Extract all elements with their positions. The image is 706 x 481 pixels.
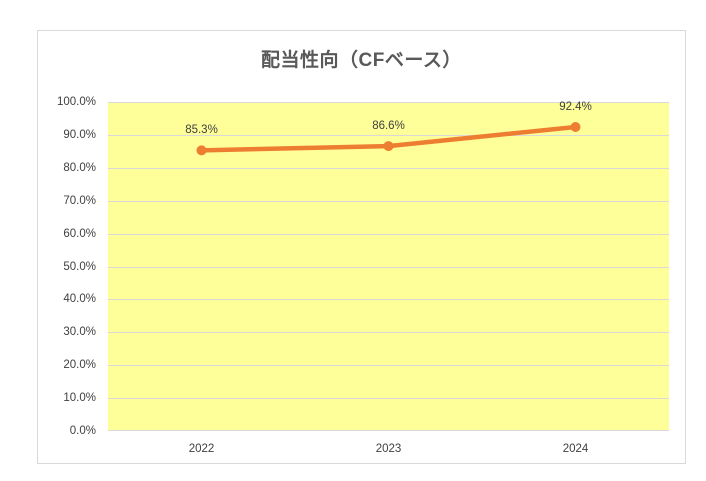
y-tick-label: 20.0% [63,359,96,372]
y-tick-label: 80.0% [63,161,96,174]
data-point-marker [570,122,581,133]
chart-container: 配当性向（CFベース） 0.0% 10.0% 20.0% 30.0% 40.0% 50.0… [37,30,686,464]
data-label: 92.4% [559,101,592,113]
data-point-marker [383,141,394,152]
x-tick-label: 2023 [375,443,402,455]
y-tick-label: 90.0% [63,128,96,141]
y-tick-label: 60.0% [63,227,96,240]
x-tick-label: 2024 [562,443,589,455]
data-label: 86.6% [372,120,405,133]
data-label: 85.3% [185,124,218,137]
data-point-marker [196,145,207,156]
y-tick-label: 40.0% [63,293,96,306]
y-tick-label: 10.0% [63,392,96,405]
y-tick-label: 30.0% [63,326,96,339]
x-tick-label: 2022 [188,443,215,455]
y-tick-label: 70.0% [63,194,96,207]
chart-title: 配当性向（CFベース） [261,50,462,71]
y-tick-label: 50.0% [63,260,96,273]
line-series-svg [108,102,669,431]
y-tick-label: 0.0% [69,425,96,437]
y-tick-label: 100.0% [56,96,96,108]
plot-area [108,102,669,431]
